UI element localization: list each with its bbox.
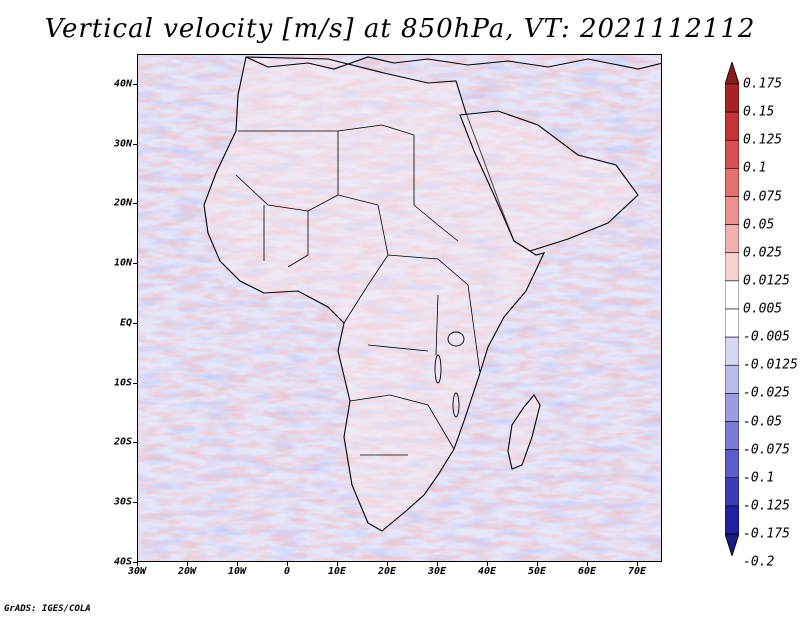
lat-tick [133, 143, 137, 145]
lat-label-30n: 30N [113, 138, 132, 150]
map-panel [137, 54, 662, 562]
lake-tanganyika [434, 354, 442, 384]
colorbar-segment [725, 196, 739, 225]
lon-tick [287, 562, 288, 566]
colorbar-label: 0.0125 [743, 273, 790, 289]
lon-label-30w: 30W [127, 566, 147, 577]
lon-label-10e: 10E [327, 566, 347, 577]
lon-tick [387, 562, 388, 566]
credit-label: GrADS: IGES/COLA [4, 604, 91, 614]
country-borders [235, 124, 481, 456]
colorbar-label: 0.175 [743, 76, 783, 92]
lat-tick [133, 502, 137, 504]
colorbar-segment [725, 336, 739, 366]
lon-tick [587, 562, 588, 566]
lat-label-30s: 30S [113, 496, 132, 508]
colorbar-label: -0.1 [743, 470, 775, 486]
colorbar-segment [725, 308, 739, 338]
lon-tick [437, 562, 438, 566]
colorbar-label: 0.1 [743, 160, 767, 176]
colorbar-label: -0.125 [743, 498, 790, 514]
colorbar-label: -0.2 [743, 554, 775, 570]
colorbar-segment [725, 449, 739, 479]
colorbar-segment [725, 393, 739, 422]
lat-label-eq: EQ [119, 317, 132, 329]
colorbar-segment [725, 168, 739, 197]
lake-malawi [452, 392, 460, 418]
lat-label-10s: 10S [113, 377, 132, 389]
lon-label-20e: 20E [377, 566, 397, 577]
europe-coastline [245, 56, 661, 70]
lon-label-10w: 10W [227, 566, 247, 577]
colorbar-segment [725, 111, 739, 141]
lon-tick [237, 562, 238, 566]
ascent-texture [138, 55, 661, 561]
lon-label-20w: 20W [177, 566, 197, 577]
colorbar-segment [725, 280, 739, 310]
lon-tick [187, 562, 188, 566]
map-title: Vertical velocity [m/s] at 850hPa, VT: 2… [44, 14, 756, 44]
colorbar-label: -0.025 [743, 385, 790, 401]
colorbar-label: 0.15 [743, 104, 775, 120]
colorbar [725, 62, 739, 556]
colorbar-segment [725, 477, 739, 507]
lat-tick [133, 83, 137, 85]
colorbar-label: -0.0125 [743, 357, 798, 373]
colorbar-label: 0.025 [743, 245, 783, 261]
lon-tick [487, 562, 488, 566]
colorbar-segment [725, 252, 739, 282]
lon-label-40e: 40E [477, 566, 497, 577]
colorbar-segment [725, 83, 739, 113]
lat-tick [133, 382, 137, 384]
lat-label-20s: 20S [113, 436, 132, 448]
colorbar-label: 0.05 [743, 217, 775, 233]
colorbar-segment [725, 224, 739, 254]
colorbar-top-arrow [725, 62, 739, 85]
lat-tick [133, 442, 137, 444]
lon-label-50e: 50E [527, 566, 547, 577]
colorbar-label: 0.075 [743, 189, 783, 204]
colorbar-label: 0.125 [743, 132, 783, 148]
lon-label-60e: 60E [577, 566, 597, 577]
colorbar-label: -0.005 [743, 329, 790, 345]
lon-label-70e: 70E [627, 566, 647, 577]
lon-label-30e: 30E [427, 566, 447, 577]
colorbar-label: 0.005 [743, 301, 783, 317]
africa-landmass [203, 56, 545, 532]
colorbar-segment [725, 505, 739, 535]
lat-label-10n: 10N [113, 257, 132, 269]
colorbar-label: -0.175 [743, 526, 790, 542]
colorbar-segment [725, 139, 739, 169]
lat-tick [133, 322, 137, 324]
lat-label-40s: 40S [113, 556, 132, 568]
madagascar [507, 394, 541, 470]
colorbar-label: -0.075 [743, 442, 790, 458]
lake-victoria [447, 331, 465, 347]
lon-tick [337, 562, 338, 566]
lat-label-40n: 40N [113, 78, 132, 90]
lon-label-0: 0 [283, 566, 291, 577]
lat-label-20n: 20N [113, 197, 132, 209]
colorbar-segment [725, 421, 739, 450]
colorbar-segment [725, 364, 739, 394]
lat-tick [133, 562, 137, 563]
colorbar-bottom-arrow [725, 533, 739, 556]
colorbar-label: -0.05 [743, 414, 783, 429]
lat-tick [133, 203, 137, 205]
arabian-peninsula [459, 110, 639, 252]
lon-tick [537, 562, 538, 566]
velocity-field-map [138, 55, 661, 561]
lon-tick [637, 562, 638, 566]
lon-tick [137, 562, 138, 566]
lat-tick [133, 263, 137, 265]
